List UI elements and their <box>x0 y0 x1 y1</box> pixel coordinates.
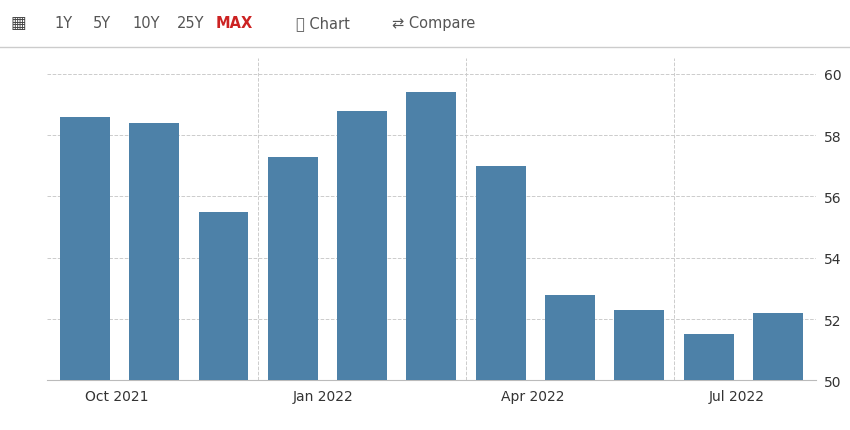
Bar <box>60 117 110 381</box>
Bar <box>753 313 803 381</box>
Bar <box>545 295 595 381</box>
Bar <box>268 157 318 381</box>
Bar <box>683 335 734 381</box>
Bar <box>199 212 248 381</box>
Bar <box>615 310 664 381</box>
Text: 10Y: 10Y <box>133 16 160 31</box>
Text: 5Y: 5Y <box>93 16 111 31</box>
Bar <box>337 111 387 381</box>
Bar <box>129 123 179 381</box>
Text: ▦: ▦ <box>11 14 26 32</box>
Text: MAX: MAX <box>216 16 253 31</box>
Text: 25Y: 25Y <box>177 16 204 31</box>
Text: ⇄ Compare: ⇄ Compare <box>392 16 475 31</box>
Bar <box>406 93 456 381</box>
Bar <box>476 166 525 381</box>
Text: 📊 Chart: 📊 Chart <box>296 16 350 31</box>
Text: 1Y: 1Y <box>54 16 73 31</box>
